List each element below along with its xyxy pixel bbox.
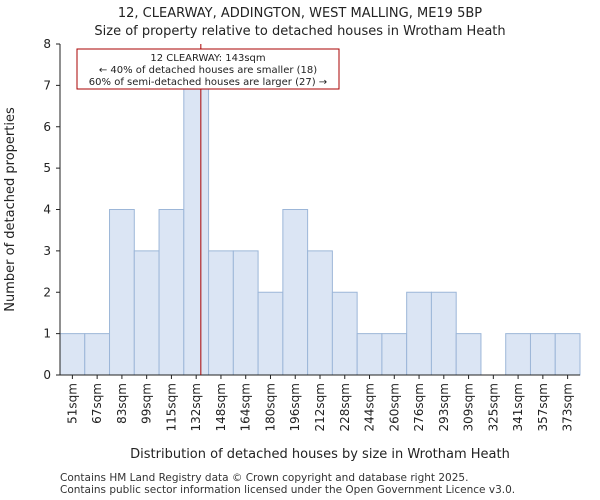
- x-tick-label: 357sqm: [536, 383, 550, 431]
- x-tick-label: 293sqm: [437, 383, 451, 431]
- x-tick-label: 99sqm: [140, 383, 154, 424]
- y-tick-label: 2: [43, 285, 51, 299]
- bar-228sqm: [331, 291, 358, 376]
- bar-357sqm: [529, 333, 556, 376]
- x-tick-label: 309sqm: [462, 383, 476, 431]
- bar-164sqm: [232, 250, 259, 376]
- annotation-line-1: 12 CLEARWAY: 143sqm: [150, 53, 265, 64]
- bar-99sqm: [133, 250, 160, 376]
- x-tick-label: 228sqm: [338, 383, 352, 431]
- bar-83sqm: [109, 209, 135, 376]
- bar-212sqm: [307, 250, 333, 376]
- bar-180sqm: [257, 291, 284, 376]
- bar-276sqm: [406, 291, 432, 376]
- x-tick-label: 83sqm: [115, 383, 129, 424]
- x-tick-label: 260sqm: [387, 383, 401, 431]
- x-axis-title: Distribution of detached houses by size …: [130, 447, 510, 462]
- x-tick-label: 115sqm: [164, 383, 178, 431]
- bar-196sqm: [282, 209, 309, 376]
- chart-subtitle: Size of property relative to detached ho…: [94, 24, 506, 39]
- annotation-border: [76, 48, 340, 90]
- bar-244sqm: [356, 333, 383, 376]
- annotation-line-3: 60% of semi-detached houses are larger (…: [89, 77, 327, 88]
- footer-licence: Contains public sector information licen…: [60, 484, 516, 496]
- chart-title: 12, CLEARWAY, ADDINGTON, WEST MALLING, M…: [117, 6, 483, 21]
- bars-group: [59, 84, 581, 376]
- y-tick-label: 8: [43, 37, 51, 51]
- bar-67sqm: [84, 333, 111, 376]
- x-tick-label: 325sqm: [486, 383, 500, 431]
- bar-115sqm: [158, 209, 185, 376]
- x-tick-label: 67sqm: [90, 383, 104, 424]
- x-tick-label: 276sqm: [412, 383, 426, 431]
- y-axis-title: Number of detached properties: [3, 107, 18, 312]
- bar-132sqm: [183, 84, 210, 376]
- y-tick-label: 7: [43, 78, 51, 92]
- x-tick-label: 164sqm: [239, 383, 253, 431]
- x-tick-label: 51sqm: [65, 383, 79, 424]
- bar-148sqm: [208, 250, 234, 376]
- bar-260sqm: [381, 333, 408, 376]
- y-tick-label: 5: [43, 161, 51, 175]
- annotation-box: 12 CLEARWAY: 143sqm ← 40% of detached ho…: [76, 48, 340, 90]
- x-tick-label: 180sqm: [263, 383, 277, 431]
- x-tick-label: 212sqm: [313, 383, 327, 431]
- annotation-line-2: ← 40% of detached houses are smaller (18…: [99, 65, 317, 76]
- x-tick-label: 132sqm: [189, 383, 203, 431]
- y-tick-label: 1: [43, 327, 51, 341]
- y-tick-label: 0: [43, 368, 51, 382]
- axes-group: 0 1 2 3 4 5 6 7 8 51sqm 67sqm 83sqm 99sqm 115sqm 132sq…: [43, 37, 580, 431]
- x-tick-label: 341sqm: [511, 383, 525, 431]
- bar-51sqm: [59, 333, 86, 376]
- x-tick-label: 148sqm: [214, 383, 228, 431]
- bar-373sqm: [554, 333, 581, 376]
- bar-309sqm: [455, 333, 482, 376]
- footer-copyright: Contains HM Land Registry data © Crown c…: [60, 472, 469, 484]
- y-tick-label: 6: [43, 120, 51, 134]
- x-tick-label: 244sqm: [363, 383, 377, 431]
- bar-341sqm: [505, 333, 531, 376]
- bar-293sqm: [430, 291, 457, 376]
- x-tick-label: 196sqm: [288, 383, 302, 431]
- y-tick-label: 3: [43, 244, 51, 258]
- x-tick-label: 373sqm: [561, 383, 575, 431]
- y-tick-label: 4: [43, 203, 51, 217]
